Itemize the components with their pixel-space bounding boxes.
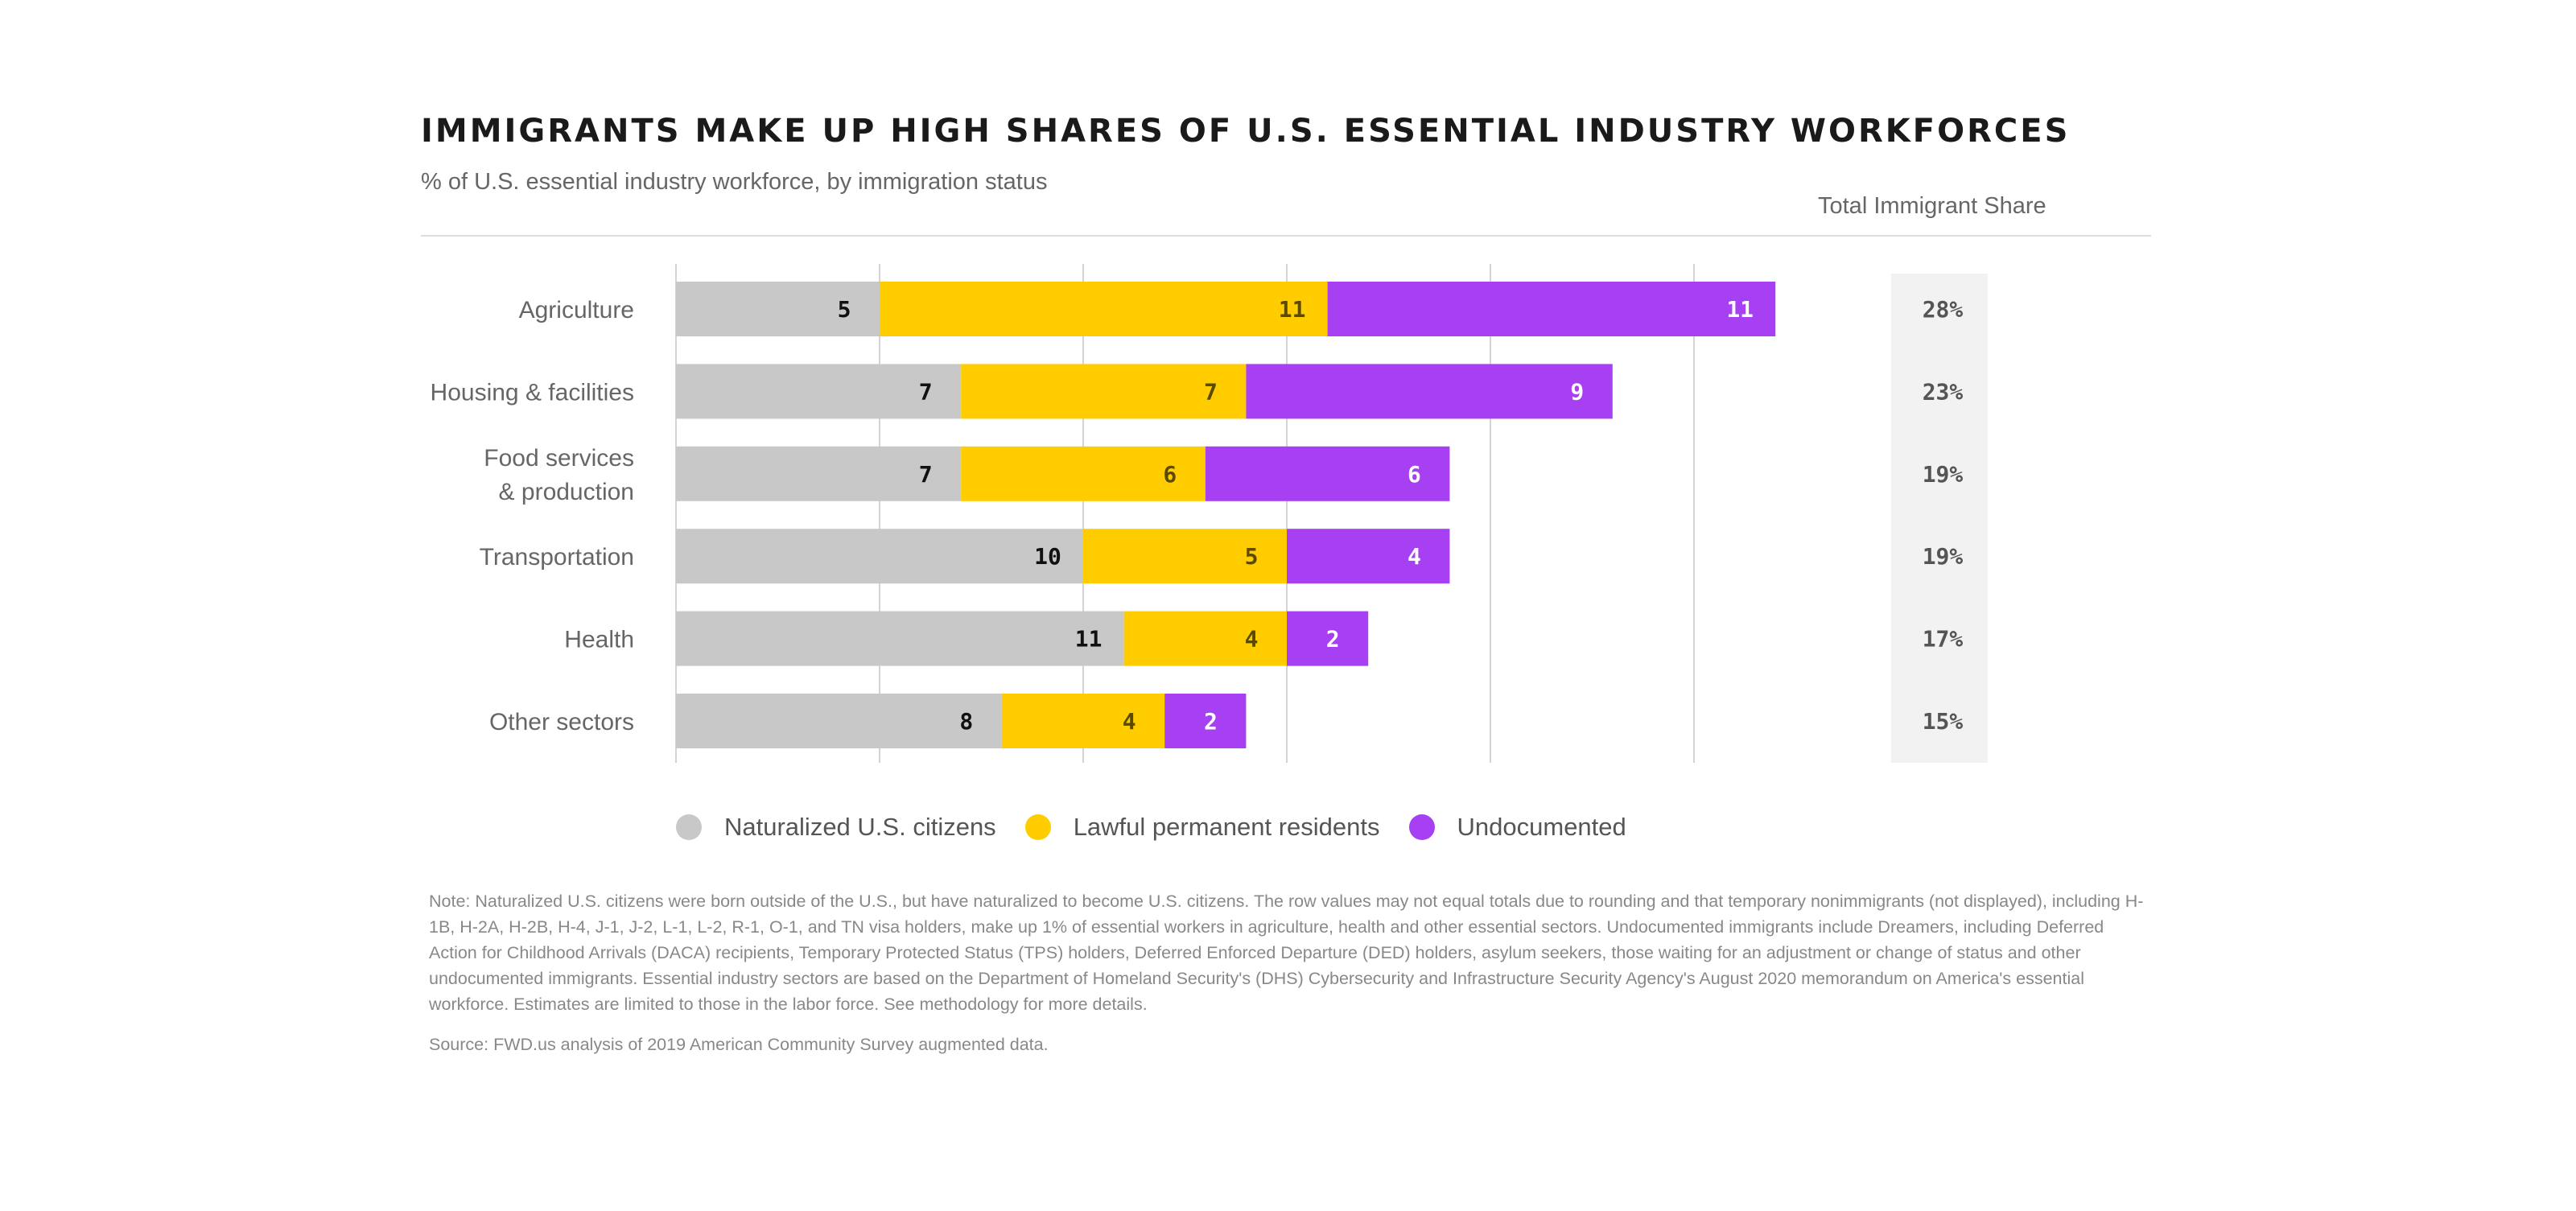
total-share-value: 15%: [1923, 708, 1964, 735]
bar-segment: [1287, 611, 1369, 666]
bar-segment: [676, 446, 962, 501]
total-share-value: 19%: [1923, 543, 1964, 570]
data-label: 5: [838, 296, 851, 323]
data-label: 7: [919, 461, 933, 488]
bar-segment: [676, 694, 1002, 748]
legend-item: Naturalized U.S. citizens: [676, 813, 996, 842]
total-share-column: [1891, 274, 1988, 763]
category-label: Housing & facilities: [431, 379, 634, 406]
data-label: 8: [959, 708, 973, 735]
category-label: Other sectors: [489, 709, 634, 735]
category-label: Food services: [484, 445, 634, 472]
bar-segment: [676, 611, 1124, 666]
bar-segment: [1287, 529, 1450, 584]
chart-title: IMMIGRANTS MAKE UP HIGH SHARES OF U.S. E…: [421, 113, 2071, 150]
data-label: 4: [1123, 708, 1136, 735]
total-share-value: 17%: [1923, 626, 1964, 653]
category-label: & production: [499, 479, 634, 505]
source-note: Source: FWD.us analysis of 2019 American…: [429, 1035, 1049, 1054]
legend-swatch: [1408, 814, 1435, 840]
data-label: 10: [1034, 543, 1061, 570]
data-label: 11: [1279, 296, 1306, 323]
legend-item: Undocumented: [1408, 813, 1626, 842]
data-label: 9: [1570, 378, 1584, 405]
category-label: Health: [564, 627, 634, 653]
legend-swatch: [1024, 814, 1051, 840]
bar-segment: [1123, 611, 1287, 666]
legend-label: Lawful permanent residents: [1073, 813, 1380, 841]
data-label: 6: [1408, 461, 1421, 488]
total-share-value: 23%: [1923, 378, 1964, 405]
data-label: 2: [1326, 626, 1340, 653]
chart-subtitle: % of U.S. essential industry workforce, …: [421, 169, 1048, 195]
bar-segment: [1164, 694, 1247, 748]
data-label: 7: [1204, 378, 1218, 405]
data-label: 2: [1204, 708, 1218, 735]
category-label: Agriculture: [519, 297, 634, 323]
header-divider: [421, 235, 2151, 237]
bar-segment: [676, 364, 962, 419]
data-label: 6: [1163, 461, 1177, 488]
data-label: 11: [1075, 626, 1103, 653]
legend-label: Naturalized U.S. citizens: [724, 813, 996, 841]
data-label: 4: [1408, 543, 1421, 570]
bar-segment: [1001, 694, 1165, 748]
legend-label: Undocumented: [1457, 813, 1626, 841]
legend-swatch: [676, 814, 702, 840]
total-share-header: Total Immigrant Share: [1818, 193, 2046, 219]
bar-segment: [1205, 446, 1450, 501]
data-label: 4: [1245, 626, 1259, 653]
bar-segment: [880, 282, 1328, 336]
bar-segment: [1246, 364, 1613, 419]
bar-segment: [1083, 529, 1287, 584]
footnote: Note: Naturalized U.S. citizens were bor…: [429, 892, 2144, 1014]
bar-segment: [961, 364, 1247, 419]
category-label: Transportation: [480, 544, 634, 570]
bar-segment: [676, 529, 1083, 584]
bar-segment: [961, 446, 1206, 501]
total-share-value: 19%: [1923, 461, 1964, 488]
stacked-bar-chart: Agriculture 5 11 11 28% Housing & facilities 7…: [431, 264, 1964, 763]
legend: Naturalized U.S. citizens Lawful permanen…: [676, 813, 1655, 842]
bar-segment: [676, 282, 880, 336]
data-label: 11: [1726, 296, 1754, 323]
total-share-value: 28%: [1923, 296, 1964, 323]
data-label: 5: [1245, 543, 1259, 570]
data-label: 7: [919, 378, 933, 405]
bar-segment: [1327, 282, 1776, 336]
legend-item: Lawful permanent residents: [1024, 813, 1380, 842]
